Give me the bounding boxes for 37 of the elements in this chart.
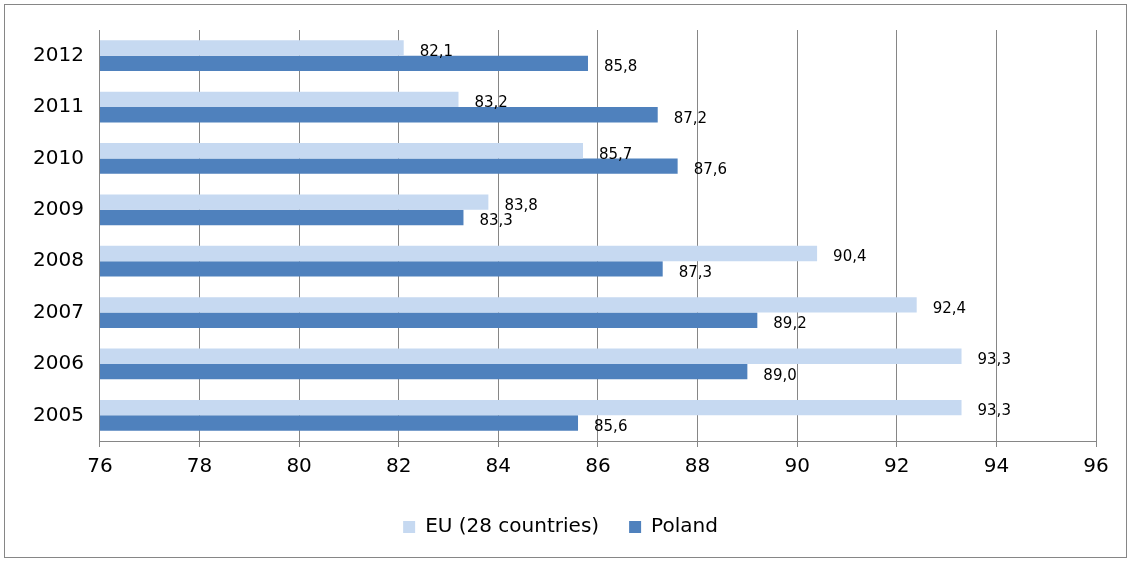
y-tick-label: 2010 bbox=[32, 144, 84, 169]
data-label: 87,6 bbox=[693, 160, 728, 179]
y-tick-label: 2009 bbox=[32, 196, 84, 221]
x-tick-label: 86 bbox=[585, 453, 611, 478]
y-tick-label: 2012 bbox=[32, 41, 84, 66]
y-tick-label: 2007 bbox=[32, 298, 84, 323]
y-tick-label: 2006 bbox=[32, 350, 84, 375]
y-tick-label: 2005 bbox=[32, 401, 84, 426]
data-label: 92,4 bbox=[932, 298, 967, 317]
data-label: 85,8 bbox=[603, 57, 638, 76]
x-tick-label: 78 bbox=[186, 453, 213, 478]
data-label: 89,2 bbox=[773, 314, 807, 333]
legend-label: EU (28 countries) bbox=[425, 513, 600, 538]
x-tick-label: 88 bbox=[684, 453, 711, 478]
data-label: 85,7 bbox=[599, 144, 633, 163]
x-tick-label: 76 bbox=[87, 453, 113, 478]
x-tick-label: 96 bbox=[1083, 453, 1109, 478]
data-label: 93,3 bbox=[977, 350, 1011, 369]
data-label: 83,8 bbox=[504, 196, 538, 214]
data-label: 87,3 bbox=[678, 262, 713, 281]
data-label: 90,4 bbox=[833, 247, 867, 266]
y-tick-label: 2008 bbox=[32, 247, 84, 272]
y-tick-label: 2011 bbox=[32, 93, 84, 118]
data-label: 82,1 bbox=[419, 41, 454, 60]
x-tick-label: 94 bbox=[983, 453, 1010, 478]
data-label: 83,2 bbox=[474, 93, 508, 112]
data-label: 93,3 bbox=[977, 401, 1011, 420]
x-tick-label: 84 bbox=[485, 453, 512, 478]
data-label: 85,6 bbox=[594, 416, 628, 435]
x-tick-label: 82 bbox=[386, 453, 412, 478]
x-tick-label: 80 bbox=[286, 453, 312, 478]
legend-label: Poland bbox=[651, 513, 718, 538]
data-label: 87,2 bbox=[673, 108, 708, 127]
x-tick-label: 90 bbox=[784, 453, 810, 478]
data-label: 83,3 bbox=[479, 211, 513, 230]
data-label: 89,0 bbox=[763, 365, 797, 384]
x-tick-label: 92 bbox=[884, 453, 910, 478]
